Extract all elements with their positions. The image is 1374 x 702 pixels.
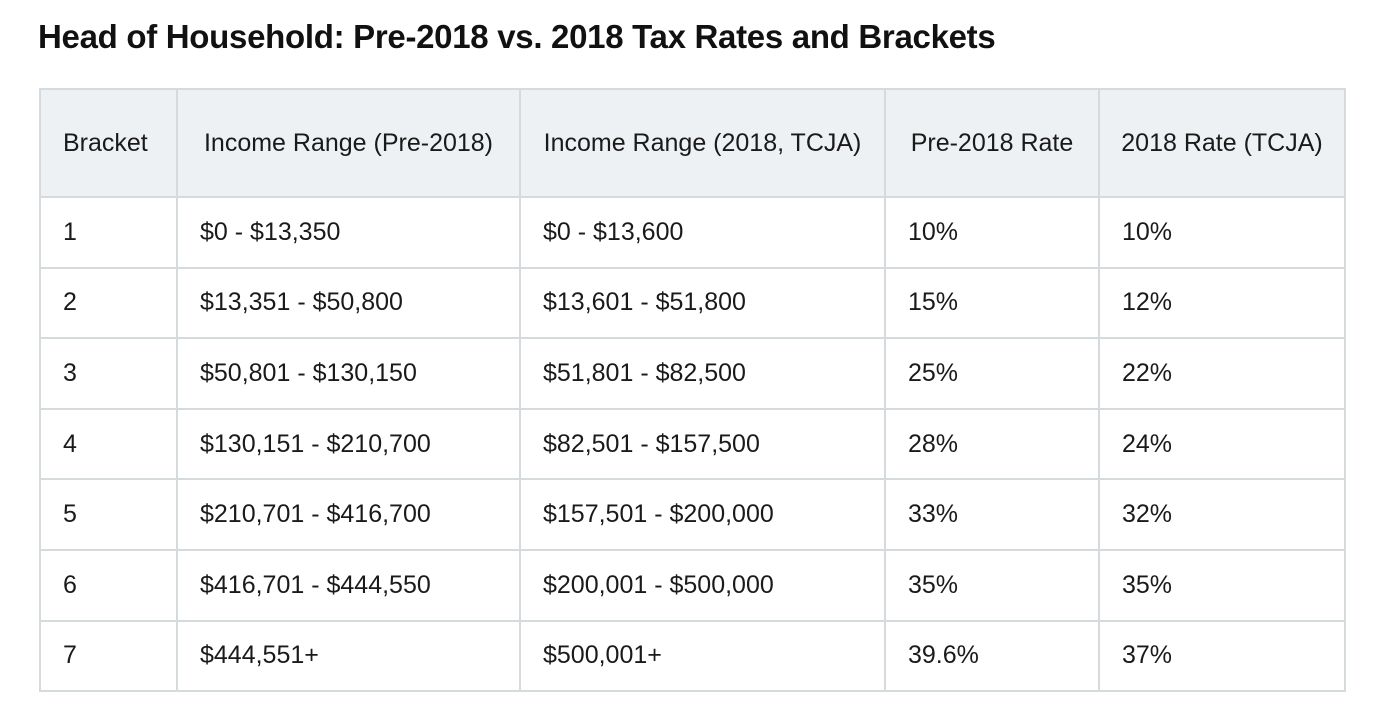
table-row: 7 $444,551+ $500,001+ 39.6% 37% <box>39 619 1346 693</box>
cell-income-pre-2018: $130,151 - $210,700 <box>176 407 521 481</box>
cell-income-2018: $82,501 - $157,500 <box>519 407 886 481</box>
cell-rate-2018: 12% <box>1098 266 1346 340</box>
cell-income-2018: $200,001 - $500,000 <box>519 548 886 622</box>
table-row: 5 $210,701 - $416,700 $157,501 - $200,00… <box>39 478 1346 551</box>
cell-rate-2018: 37% <box>1098 619 1346 693</box>
cell-rate-pre-2018: 28% <box>884 407 1100 481</box>
header-income-range-pre-2018: Income Range (Pre-2018) <box>176 88 521 198</box>
table-row: 4 $130,151 - $210,700 $82,501 - $157,500… <box>39 407 1346 481</box>
cell-income-2018: $500,001+ <box>519 619 886 693</box>
cell-bracket: 5 <box>39 478 178 551</box>
cell-income-pre-2018: $444,551+ <box>176 619 521 693</box>
cell-income-pre-2018: $210,701 - $416,700 <box>176 478 521 551</box>
cell-rate-2018: 35% <box>1098 548 1346 622</box>
table-body: 1 $0 - $13,350 $0 - $13,600 10% 10% 2 $1… <box>39 196 1346 693</box>
cell-income-pre-2018: $416,701 - $444,550 <box>176 548 521 622</box>
cell-rate-pre-2018: 33% <box>884 478 1100 551</box>
cell-income-2018: $157,501 - $200,000 <box>519 478 886 551</box>
table-row: 3 $50,801 - $130,150 $51,801 - $82,500 2… <box>39 337 1346 410</box>
cell-rate-2018: 22% <box>1098 337 1346 410</box>
cell-rate-2018: 24% <box>1098 407 1346 481</box>
cell-rate-pre-2018: 25% <box>884 337 1100 410</box>
table-row: 1 $0 - $13,350 $0 - $13,600 10% 10% <box>39 196 1346 269</box>
cell-rate-2018: 32% <box>1098 478 1346 551</box>
cell-rate-pre-2018: 10% <box>884 196 1100 269</box>
table-row: 2 $13,351 - $50,800 $13,601 - $51,800 15… <box>39 266 1346 340</box>
cell-bracket: 1 <box>39 196 178 269</box>
cell-income-pre-2018: $0 - $13,350 <box>176 196 521 269</box>
page-title: Head of Household: Pre-2018 vs. 2018 Tax… <box>38 18 996 55</box>
header-bracket: Bracket <box>39 88 178 198</box>
cell-bracket: 3 <box>39 337 178 410</box>
header-income-range-2018: Income Range (2018, TCJA) <box>519 88 886 198</box>
table-header: Bracket Income Range (Pre-2018) Income R… <box>39 88 1346 198</box>
cell-bracket: 6 <box>39 548 178 622</box>
cell-income-2018: $13,601 - $51,800 <box>519 266 886 340</box>
header-row: Bracket Income Range (Pre-2018) Income R… <box>39 88 1346 198</box>
header-2018-rate: 2018 Rate (TCJA) <box>1098 88 1346 198</box>
cell-rate-pre-2018: 39.6% <box>884 619 1100 693</box>
cell-income-2018: $0 - $13,600 <box>519 196 886 269</box>
cell-rate-pre-2018: 35% <box>884 548 1100 622</box>
header-pre-2018-rate: Pre-2018 Rate <box>884 88 1100 198</box>
cell-rate-2018: 10% <box>1098 196 1346 269</box>
table-row: 6 $416,701 - $444,550 $200,001 - $500,00… <box>39 548 1346 622</box>
cell-bracket: 2 <box>39 266 178 340</box>
cell-rate-pre-2018: 15% <box>884 266 1100 340</box>
cell-income-pre-2018: $13,351 - $50,800 <box>176 266 521 340</box>
cell-income-2018: $51,801 - $82,500 <box>519 337 886 410</box>
cell-income-pre-2018: $50,801 - $130,150 <box>176 337 521 410</box>
cell-bracket: 7 <box>39 619 178 693</box>
tax-brackets-table: Bracket Income Range (Pre-2018) Income R… <box>39 88 1346 693</box>
cell-bracket: 4 <box>39 407 178 481</box>
